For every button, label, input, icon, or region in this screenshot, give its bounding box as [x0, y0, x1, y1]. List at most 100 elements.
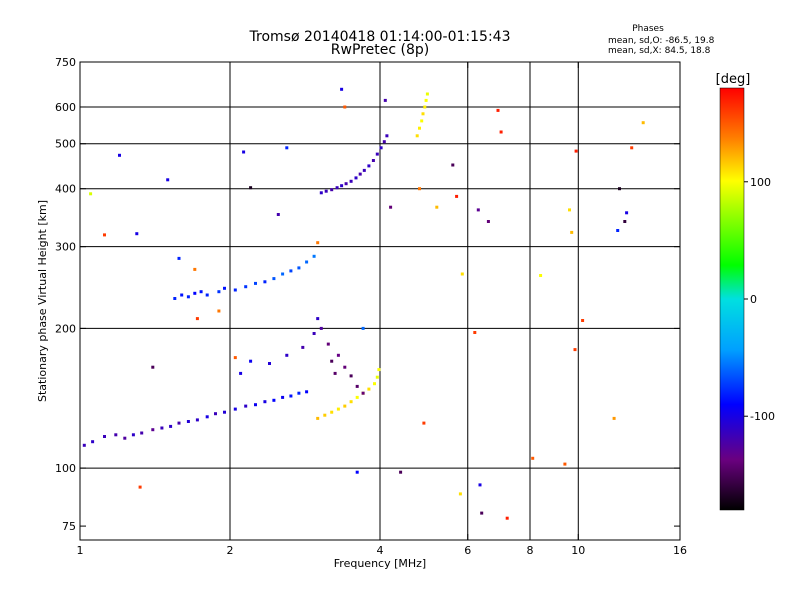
data-point — [316, 416, 320, 420]
colorbar-tick-label: -100 — [750, 410, 775, 423]
data-point — [272, 398, 276, 402]
data-point — [233, 407, 237, 411]
data-point — [358, 172, 362, 176]
data-point — [349, 374, 353, 378]
y-tick-label: 600 — [55, 101, 76, 114]
data-point — [349, 179, 353, 183]
data-point — [330, 359, 334, 363]
data-point — [199, 290, 203, 294]
data-point — [389, 205, 393, 209]
colorbar-tick-label: 0 — [750, 293, 757, 306]
data-point — [289, 394, 293, 398]
x-axis-label: Frequency [MHz] — [334, 557, 426, 570]
data-point — [361, 326, 365, 330]
y-tick-label: 200 — [55, 322, 76, 335]
data-point — [373, 382, 376, 386]
data-point — [131, 433, 135, 437]
data-point — [362, 168, 366, 172]
data-point — [421, 112, 425, 116]
data-point — [244, 285, 248, 289]
data-point — [319, 326, 323, 330]
data-point — [323, 413, 327, 417]
data-point — [233, 288, 237, 292]
data-point — [103, 435, 106, 438]
series-2 — [239, 317, 365, 395]
data-point — [297, 391, 301, 395]
data-point — [177, 421, 181, 425]
x-tick-label: 4 — [377, 544, 384, 557]
data-point — [223, 286, 226, 290]
data-point — [305, 390, 309, 394]
data-point — [82, 443, 86, 447]
data-point — [193, 267, 197, 271]
phase-info-heading: Phases — [632, 24, 664, 34]
data-point — [418, 126, 421, 130]
data-point — [499, 130, 503, 134]
data-point — [205, 293, 209, 297]
data-point — [297, 266, 301, 270]
y-tick-label: 750 — [55, 56, 76, 69]
data-point — [305, 260, 309, 264]
data-point — [330, 410, 334, 414]
y-tick-label: 75 — [62, 520, 76, 533]
data-point — [249, 186, 253, 190]
data-point — [371, 159, 375, 162]
data-point — [399, 470, 403, 474]
data-point — [435, 205, 439, 209]
data-point — [355, 395, 359, 399]
data-point — [344, 182, 348, 186]
data-point — [285, 353, 289, 357]
data-point — [505, 516, 509, 520]
data-point — [385, 134, 389, 138]
chart-title: Tromsø 20140418 01:14:00-01:15:43 — [249, 29, 511, 45]
data-point — [581, 319, 585, 322]
phase-info-o: mean, sd,O: -86.5, 19.8 — [608, 36, 715, 46]
data-point — [244, 404, 248, 408]
data-point — [289, 269, 293, 273]
colorbar — [719, 87, 745, 511]
y-tick-label: 300 — [55, 241, 76, 254]
x-tick-label: 6 — [464, 544, 471, 557]
data-point — [254, 403, 257, 407]
data-point — [285, 146, 289, 150]
series-1 — [316, 368, 381, 420]
data-point — [623, 220, 627, 223]
y-tick-label: 400 — [55, 183, 76, 196]
data-point — [186, 420, 190, 423]
data-point — [382, 140, 386, 144]
data-point — [616, 229, 620, 232]
data-point — [195, 317, 199, 321]
x-tick-label: 1 — [77, 544, 84, 557]
data-point — [423, 105, 427, 109]
data-point — [166, 178, 170, 182]
data-point — [103, 233, 106, 237]
data-point — [173, 297, 177, 300]
data-point — [326, 342, 330, 346]
data-point — [335, 186, 339, 190]
colorbar-label: [deg] — [716, 72, 751, 87]
data-point — [343, 365, 347, 369]
data-point — [263, 280, 267, 284]
data-point — [217, 309, 221, 313]
chart-subtitle: RwPretec (8p) — [331, 42, 429, 58]
data-point — [574, 149, 578, 153]
grid-lines — [80, 62, 680, 540]
data-point — [333, 371, 337, 375]
data-point — [625, 211, 629, 215]
data-point — [496, 108, 500, 112]
data-point — [151, 365, 155, 369]
y-axis-label: Stationary phase Virtual Height [km] — [36, 200, 49, 402]
x-tick-label: 16 — [673, 544, 687, 557]
data-point — [612, 416, 616, 420]
phase-info-x: mean, sd,X: 84.5, 18.8 — [608, 46, 711, 56]
data-point — [254, 281, 257, 285]
data-point — [377, 368, 381, 372]
data-point — [312, 332, 316, 335]
series-5 — [415, 92, 429, 138]
data-point — [138, 485, 142, 489]
data-point — [424, 98, 428, 102]
x-tick-label: 10 — [571, 544, 585, 557]
data-point — [324, 189, 328, 193]
series-3 — [173, 254, 316, 300]
